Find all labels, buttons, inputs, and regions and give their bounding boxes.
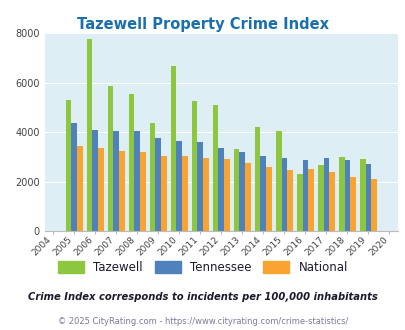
Bar (170, 66, 176, 231)
Bar (359, 159, 365, 231)
Text: Tazewell Property Crime Index: Tazewell Property Crime Index (77, 16, 328, 31)
Bar (119, 150, 124, 231)
Bar (66, 100, 71, 231)
Bar (197, 142, 202, 231)
Bar (77, 146, 82, 231)
Bar (302, 160, 307, 231)
Bar (370, 179, 376, 231)
Bar (176, 141, 181, 231)
Bar (107, 86, 113, 231)
Bar (286, 170, 292, 231)
Bar (350, 177, 355, 231)
Bar (266, 167, 271, 231)
Bar (365, 164, 370, 231)
Bar (323, 158, 328, 231)
Legend: Tazewell, Tennessee, National: Tazewell, Tennessee, National (52, 255, 353, 280)
Text: Crime Index corresponds to incidents per 100,000 inhabitants: Crime Index corresponds to incidents per… (28, 292, 377, 302)
Bar (307, 169, 313, 231)
Bar (254, 127, 260, 231)
Bar (218, 148, 224, 231)
Bar (212, 105, 218, 231)
Bar (134, 131, 140, 231)
Bar (233, 149, 239, 231)
Bar (202, 158, 208, 231)
Bar (296, 174, 302, 231)
Bar (181, 155, 187, 231)
Bar (281, 158, 286, 231)
Bar (239, 152, 245, 231)
Bar (191, 101, 197, 231)
Bar (140, 152, 145, 231)
Bar (338, 157, 344, 231)
Bar (328, 172, 334, 231)
Bar (113, 131, 119, 231)
Bar (86, 39, 92, 231)
Bar (260, 155, 266, 231)
Bar (155, 138, 161, 231)
Text: © 2025 CityRating.com - https://www.cityrating.com/crime-statistics/: © 2025 CityRating.com - https://www.city… (58, 317, 347, 326)
Bar (224, 159, 229, 231)
Bar (98, 148, 103, 231)
Bar (128, 94, 134, 231)
Bar (344, 160, 350, 231)
Bar (92, 130, 98, 231)
Bar (149, 123, 155, 231)
Bar (71, 123, 77, 231)
Bar (275, 131, 281, 231)
Bar (317, 165, 323, 231)
Bar (161, 155, 166, 231)
Bar (245, 163, 250, 231)
